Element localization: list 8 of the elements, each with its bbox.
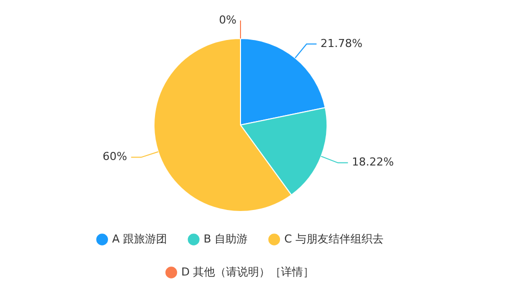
data-label: 18.22% [352,156,394,169]
legend-label: A 跟旅游团 [112,232,168,246]
data-label: 21.78% [320,36,363,50]
legend-label: B 自助游 [204,232,248,246]
legend-label: C 与朋友结伴组织去 [284,232,384,246]
data-label: 60% [102,150,128,164]
legend-label: D 其他（请说明）［详情］ [181,265,314,278]
text: 0% [219,13,236,26]
